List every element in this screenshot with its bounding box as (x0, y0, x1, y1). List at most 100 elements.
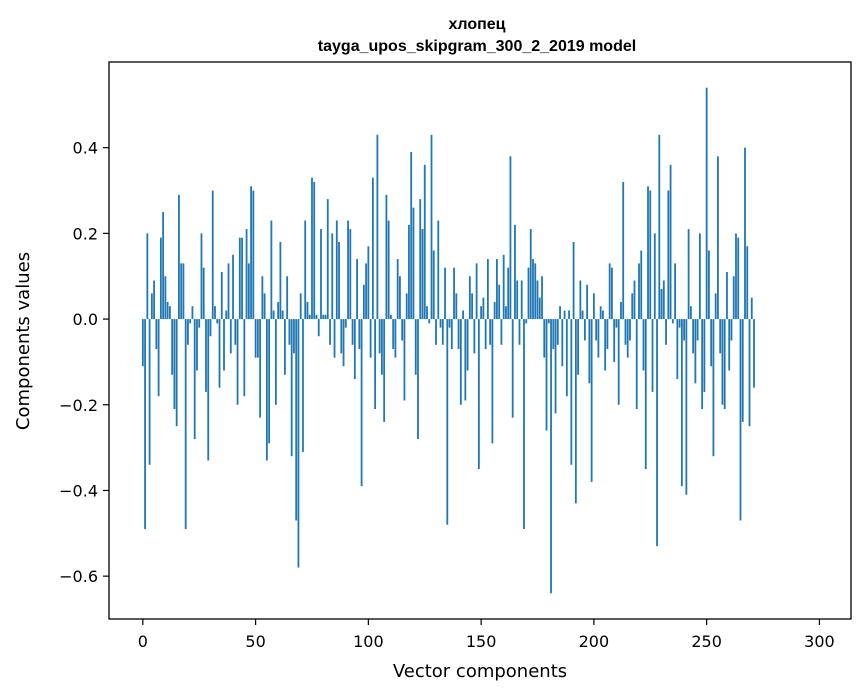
y-axis-label: Components values (13, 252, 34, 430)
bar (730, 319, 733, 341)
bar (536, 280, 539, 320)
bar (534, 263, 537, 320)
bar (412, 207, 415, 320)
bar (444, 267, 446, 320)
bar (721, 319, 724, 405)
bar (399, 276, 401, 320)
x-axis-label: Vector components (393, 661, 567, 682)
bar (256, 319, 259, 358)
y-axis-ticks: −0.6 −0.4 −0.2 0.0 0.2 0.4 (59, 139, 109, 586)
bar (459, 319, 462, 405)
bar (173, 319, 176, 410)
bar (595, 319, 598, 341)
bar (543, 319, 546, 358)
bar (680, 319, 683, 487)
bar (687, 229, 690, 320)
bar (712, 319, 715, 457)
bar (435, 319, 437, 345)
bar (511, 319, 514, 418)
bar (198, 319, 201, 328)
bar (254, 319, 257, 358)
bar (581, 310, 584, 320)
chart-title: хлопец (448, 16, 505, 33)
bar (748, 319, 751, 427)
bar (708, 250, 710, 320)
bar (602, 310, 604, 320)
y-tick-label: −0.2 (59, 396, 98, 415)
bar (592, 293, 595, 320)
bar (268, 319, 271, 444)
bar (227, 263, 230, 320)
bar (232, 254, 234, 320)
y-tick-label: 0.0 (73, 310, 98, 329)
bar (590, 319, 593, 482)
bar (642, 319, 645, 371)
bar (559, 306, 561, 320)
bar (694, 319, 697, 384)
bar (527, 267, 530, 320)
bar (426, 306, 428, 320)
bar (710, 319, 713, 367)
bar (653, 233, 656, 320)
bar (191, 306, 194, 320)
bar (218, 319, 221, 388)
bar (247, 263, 250, 320)
bar (457, 319, 460, 350)
bar (155, 319, 158, 350)
bar (698, 233, 701, 320)
bar (367, 246, 370, 320)
bar (744, 147, 746, 320)
bar (286, 276, 289, 320)
bar (243, 319, 246, 397)
bar (678, 319, 681, 328)
bar (532, 259, 534, 320)
bar (369, 319, 372, 358)
bar (157, 319, 160, 397)
bar (378, 319, 381, 354)
bar (588, 319, 591, 384)
bar (647, 186, 649, 320)
bar (518, 319, 521, 345)
bar (570, 319, 573, 465)
bar (475, 263, 478, 320)
bar (667, 190, 670, 320)
bar (410, 151, 413, 320)
bar (660, 289, 663, 320)
bar (220, 271, 223, 320)
bar (665, 319, 667, 345)
bar (674, 263, 676, 320)
bar (586, 284, 589, 320)
bar (554, 319, 557, 414)
bar (437, 220, 440, 320)
bar (671, 319, 674, 324)
bar (719, 319, 722, 354)
bar (358, 319, 361, 350)
x-tick-label: 150 (466, 632, 497, 651)
bar (703, 319, 706, 392)
bar (462, 310, 464, 320)
bar (371, 177, 374, 320)
bar (290, 319, 293, 457)
bar (148, 319, 151, 465)
bar (689, 306, 692, 320)
bar (374, 319, 377, 410)
bar (631, 293, 634, 320)
bar (574, 319, 577, 504)
bar (453, 267, 455, 320)
bar (613, 319, 616, 362)
bar (656, 319, 658, 547)
bar (635, 319, 638, 410)
bar (732, 276, 735, 320)
bar (516, 280, 519, 320)
bar (477, 319, 480, 470)
bar (315, 314, 318, 320)
bar (545, 319, 548, 431)
bar (329, 319, 331, 345)
bar (683, 319, 685, 341)
bar (556, 319, 559, 345)
bar (498, 284, 501, 320)
bar (234, 319, 237, 345)
bar (184, 319, 187, 530)
bar (304, 220, 307, 320)
bar (414, 319, 417, 375)
